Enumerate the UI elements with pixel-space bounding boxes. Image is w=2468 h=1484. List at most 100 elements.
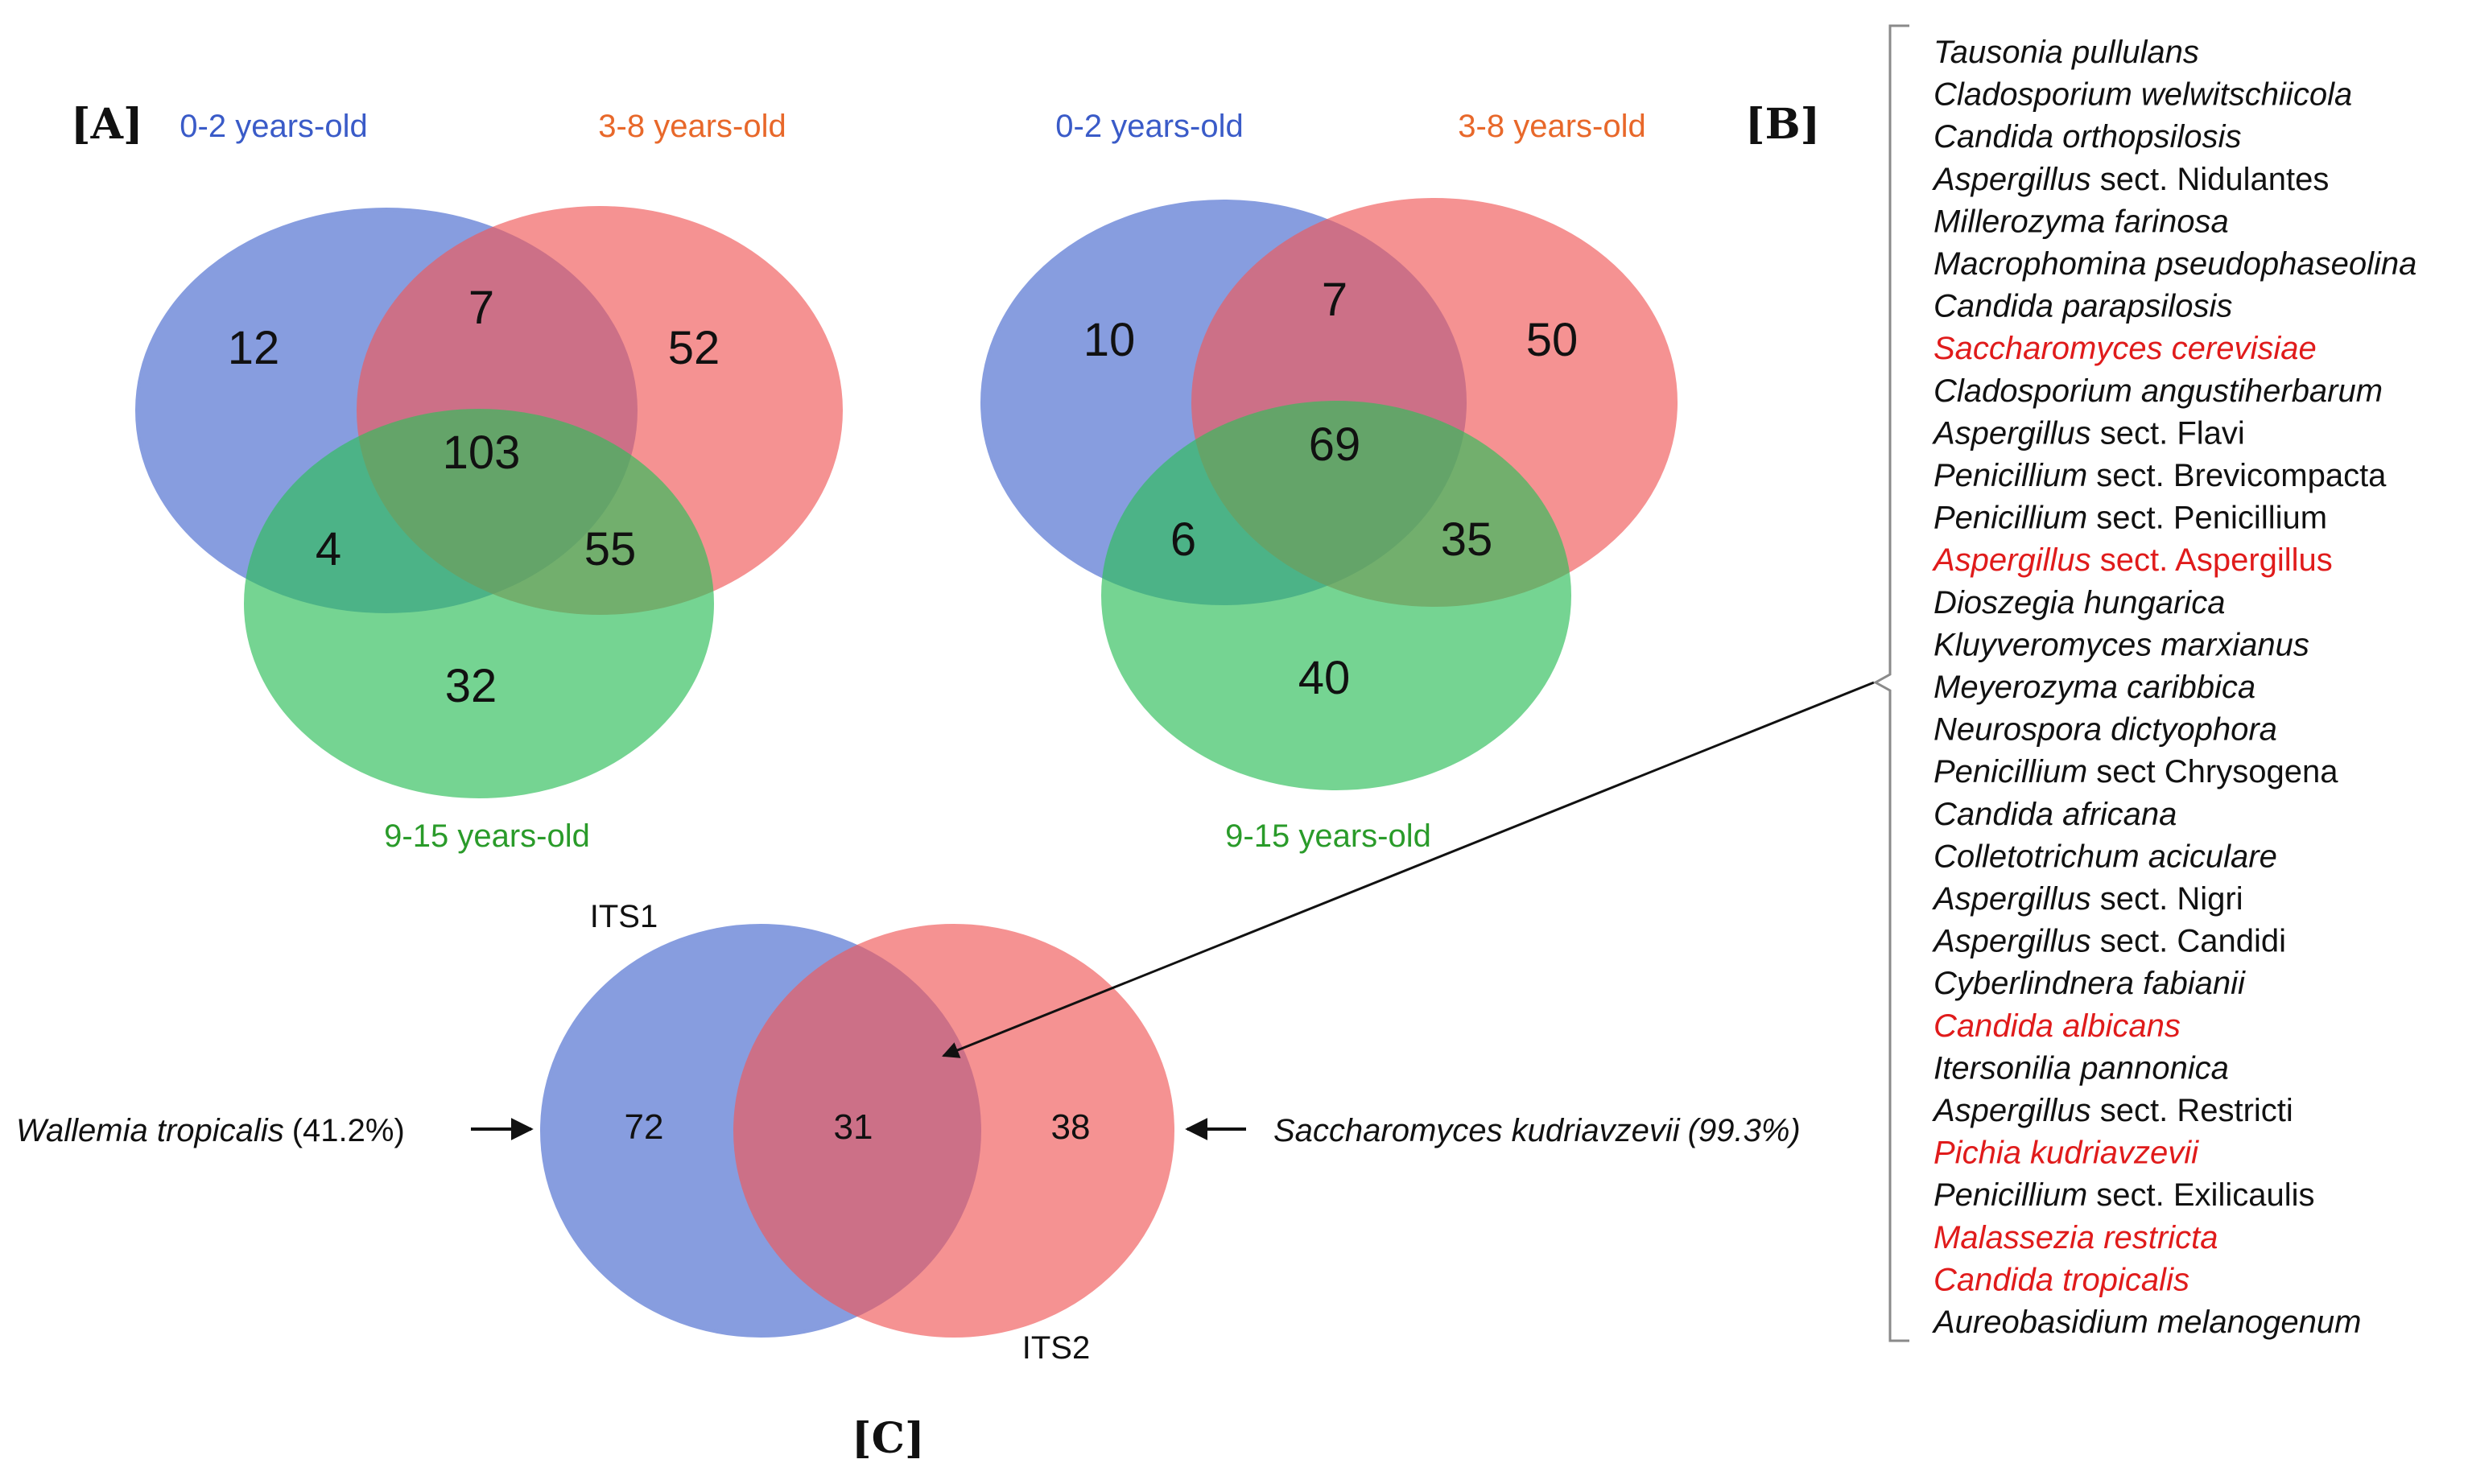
panel-b-circle-old — [1101, 401, 1571, 790]
panel-c-left-annotation: Wallemia tropicalis (41.2%) — [16, 1113, 405, 1148]
species-item: Penicillium sect Chrysogena — [1934, 754, 2338, 789]
panel-a-count-only-middle: 52 — [668, 322, 720, 374]
panel-a: [A] 0-2 years-old 3-8 years-old 9-15 yea… — [71, 100, 843, 854]
species-item: Cladosporium angustiherbarum — [1934, 373, 2383, 409]
species-item: Candida orthopsilosis — [1934, 119, 2241, 155]
species-item-name: Aureobasidium melanogenum — [1932, 1305, 2361, 1340]
species-item: Colletotrichum aciculare — [1934, 839, 2277, 874]
species-item: Candida tropicalis — [1934, 1262, 2189, 1297]
species-item-name: Millerozyma farinosa — [1934, 204, 2229, 239]
species-item-section: sect. Candidi — [2091, 924, 2286, 959]
right-annotation-species: Saccharomyces kudriavzevii — [1273, 1113, 1681, 1148]
panel-b: [B] 0-2 years-old 3-8 years-old 9-15 yea… — [980, 100, 1820, 854]
shared-species-list: Tausonia pullulans Cladosporium welwitsch… — [1932, 35, 2416, 1340]
panel-c-label: [C] — [852, 1414, 925, 1463]
species-item: Cladosporium welwitschiicola — [1934, 77, 2352, 113]
species-item-name: Candida africana — [1934, 797, 2177, 832]
panel-c-set-label-its1: ITS1 — [590, 899, 658, 934]
species-item-name: Aspergillus — [1932, 162, 2091, 197]
shared-species-panel: Tausonia pullulans Cladosporium welwitsch… — [1872, 24, 2416, 1342]
species-item: Candida parapsilosis — [1934, 289, 2232, 324]
species-item-section: sect. Nigri — [2091, 881, 2243, 917]
left-annotation-species: Wallemia tropicalis — [16, 1113, 284, 1148]
species-item-name: Dioszegia hungarica — [1934, 585, 2225, 620]
species-item: Aspergillus sect. Aspergillus — [1932, 542, 2333, 578]
species-item-section: sect. Flavi — [2091, 415, 2245, 451]
species-item: Penicillium sect. Brevicompacta — [1934, 458, 2387, 493]
species-item-name: Penicillium — [1934, 754, 2087, 789]
panel-b-count-only-old: 40 — [1298, 652, 1351, 704]
species-item-name: Cyberlindnera fabianii — [1934, 966, 2246, 1001]
species-item-name: Aspergillus — [1932, 1093, 2091, 1128]
species-item: Itersonilia pannonica — [1934, 1050, 2229, 1086]
species-item: Malassezia restricta — [1934, 1220, 2218, 1255]
species-item: Pichia kudriavzevii — [1934, 1136, 2199, 1171]
panel-a-circle-old — [244, 409, 714, 798]
panel-c: [C] ITS1 ITS2 72 31 38 Wallemia tropical… — [16, 681, 1875, 1463]
species-item: Neurospora dictyophora — [1934, 712, 2277, 748]
right-annotation-value: (99.3%) — [1688, 1113, 1801, 1148]
panel-a-set-label-middle: 3-8 years-old — [598, 109, 786, 144]
species-item-name: Neurospora dictyophora — [1934, 712, 2277, 748]
species-item-section: sect. Penicillium — [2087, 501, 2327, 536]
panel-b-count-only-young: 10 — [1083, 314, 1136, 366]
panel-c-set-label-its2: ITS2 — [1022, 1330, 1090, 1366]
panel-b-count-young-middle: 7 — [1322, 274, 1347, 326]
panel-b-count-all: 69 — [1309, 418, 1361, 471]
species-item-section: sect. Restricti — [2091, 1093, 2293, 1128]
panel-a-count-only-old: 32 — [445, 660, 497, 712]
species-item-name: Pichia kudriavzevii — [1934, 1136, 2199, 1171]
species-item: Aspergillus sect. Restricti — [1932, 1093, 2293, 1128]
species-item-name: Macrophomina pseudophaseolina — [1934, 246, 2416, 282]
shared-list-pointer-arrow — [942, 681, 1875, 1058]
panel-b-set-label-young: 0-2 years-old — [1055, 109, 1243, 144]
species-item-name: Kluyveromyces marxianus — [1934, 627, 2309, 662]
panel-c-right-annotation: Saccharomyces kudriavzevii (99.3%) — [1273, 1113, 1801, 1148]
species-item-section: sect. Nidulantes — [2091, 162, 2330, 197]
species-item-section: sect. Exilicaulis — [2087, 1177, 2314, 1213]
panel-b-set-label-middle: 3-8 years-old — [1458, 109, 1645, 144]
species-item-name: Malassezia restricta — [1934, 1220, 2218, 1255]
species-item: Millerozyma farinosa — [1934, 204, 2229, 239]
panel-a-set-label-old: 9-15 years-old — [384, 818, 590, 854]
panel-b-count-young-old: 6 — [1170, 513, 1196, 566]
species-item: Penicillium sect. Exilicaulis — [1934, 1177, 2314, 1213]
species-item-name: Penicillium — [1934, 501, 2087, 536]
species-item-name: Candida albicans — [1934, 1008, 2181, 1044]
species-item-name: Aspergillus — [1932, 881, 2091, 917]
species-item: Tausonia pullulans — [1934, 35, 2199, 70]
species-item-name: Saccharomyces cerevisiae — [1934, 331, 2317, 366]
species-item-name: Cladosporium angustiherbarum — [1934, 373, 2383, 409]
panel-a-count-young-old: 4 — [316, 523, 341, 575]
species-item-name: Cladosporium welwitschiicola — [1934, 77, 2352, 113]
species-item: Dioszegia hungarica — [1934, 585, 2225, 620]
species-item-name: Penicillium — [1934, 1177, 2087, 1213]
species-item: Cyberlindnera fabianii — [1934, 966, 2246, 1001]
species-item: Meyerozyma caribbica — [1934, 670, 2255, 705]
species-item: Aureobasidium melanogenum — [1932, 1305, 2361, 1340]
panel-c-count-only-its1: 72 — [625, 1107, 664, 1147]
species-item-name: Candida orthopsilosis — [1934, 119, 2241, 155]
species-item: Aspergillus sect. Flavi — [1932, 415, 2245, 451]
species-item: Aspergillus sect. Nidulantes — [1932, 162, 2329, 197]
species-item-name: Colletotrichum aciculare — [1934, 839, 2277, 874]
species-item: Candida africana — [1934, 797, 2177, 832]
panel-c-count-only-its2: 38 — [1051, 1107, 1091, 1147]
panel-b-count-middle-old: 35 — [1441, 513, 1493, 566]
panel-a-set-label-young: 0-2 years-old — [180, 109, 367, 144]
species-item-name: Aspergillus — [1932, 542, 2091, 578]
species-item-name: Aspergillus — [1932, 924, 2091, 959]
species-item-name: Aspergillus — [1932, 415, 2091, 451]
species-item: Saccharomyces cerevisiae — [1934, 331, 2317, 366]
species-item-name: Itersonilia pannonica — [1934, 1050, 2229, 1086]
left-annotation-value: (41.2%) — [292, 1113, 405, 1148]
species-item-name: Meyerozyma caribbica — [1934, 670, 2255, 705]
panel-a-count-all: 103 — [443, 427, 521, 479]
panel-c-circle-its2 — [733, 924, 1174, 1338]
panel-a-count-only-young: 12 — [228, 322, 280, 374]
species-item-section: sect Chrysogena — [2087, 754, 2338, 789]
species-item: Aspergillus sect. Nigri — [1932, 881, 2243, 917]
panel-b-count-only-middle: 50 — [1526, 314, 1579, 366]
species-item-name: Penicillium — [1934, 458, 2087, 493]
